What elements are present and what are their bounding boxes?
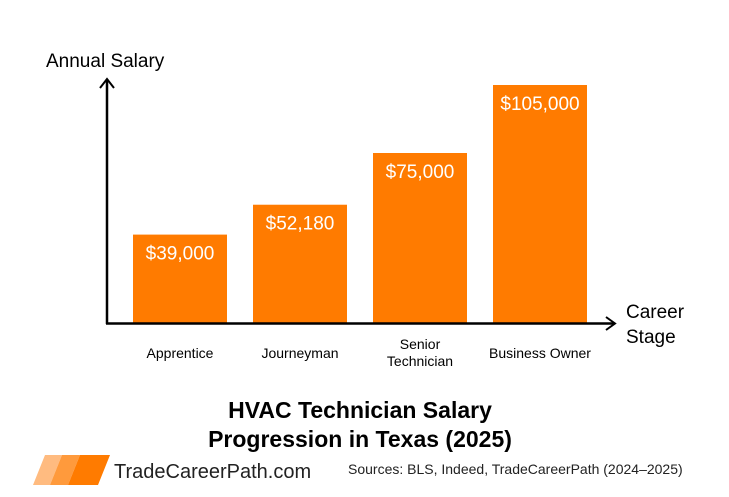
category-label: Apprentice <box>147 345 214 361</box>
sources-note: Sources: BLS, Indeed, TradeCareerPath (2… <box>348 461 683 477</box>
logo-stripe <box>50 455 80 485</box>
logo-stripe <box>68 455 110 485</box>
data-label: $105,000 <box>500 94 579 115</box>
category-label: Journeyman <box>261 345 338 361</box>
y-axis-arrow-icon <box>99 77 115 89</box>
data-label: $39,000 <box>146 244 215 265</box>
logo-stripe <box>33 455 62 485</box>
x-axis-label-line1: Career <box>626 302 685 323</box>
bar-3 <box>493 85 587 323</box>
bar-2 <box>373 153 467 323</box>
bar-0 <box>133 234 227 323</box>
brand-name: TradeCareerPath.com <box>114 461 311 483</box>
chart-title-line2: Progression in Texas (2025) <box>208 426 512 452</box>
category-label: Technician <box>387 353 453 369</box>
bars-group: $39,000 $52,180 $75,000 $105,000 <box>133 85 587 323</box>
chart-title-line1: HVAC Technician Salary <box>228 397 492 423</box>
data-label: $75,000 <box>386 162 455 183</box>
x-axis-arrow-icon <box>605 316 617 331</box>
category-label: Senior <box>400 336 441 352</box>
data-label: $52,180 <box>266 214 335 235</box>
y-axis-label: Annual Salary <box>46 51 165 72</box>
bar-1 <box>253 204 347 323</box>
x-axis-label-line2: Stage <box>626 327 676 348</box>
category-label: Business Owner <box>489 345 591 361</box>
brand-logo-icon <box>33 455 110 485</box>
